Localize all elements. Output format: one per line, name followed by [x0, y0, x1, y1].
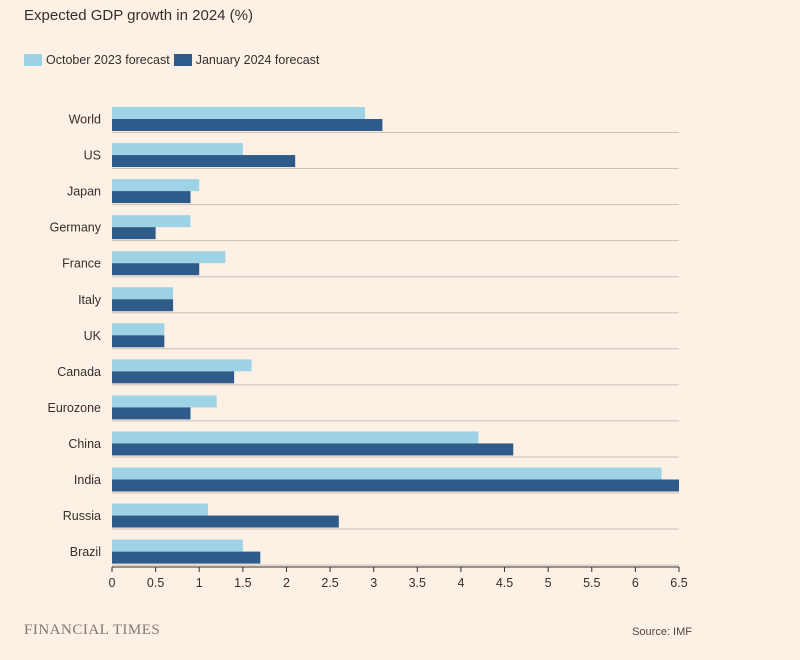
- bar-january-us: [112, 155, 296, 168]
- category-label: Eurozone: [47, 401, 101, 415]
- x-tick-label: 6.5: [670, 576, 687, 590]
- x-tick-label: 1.5: [234, 576, 251, 590]
- x-tick-label: 3.5: [409, 576, 426, 590]
- bar-january-canada: [112, 371, 235, 384]
- bar-october-france: [112, 251, 226, 264]
- bar-october-china: [112, 431, 479, 444]
- bar-chart: World US Japan Germany France Italy UK Canada Eu…: [47, 107, 688, 590]
- x-tick-label: 0: [109, 576, 116, 590]
- bar-january-uk: [112, 335, 165, 348]
- bar-january-japan: [112, 191, 191, 204]
- legend-swatch-january: [173, 54, 192, 66]
- category-label: China: [68, 437, 101, 451]
- category-label: UK: [84, 329, 102, 343]
- legend-label-january: January 2024 forecast: [195, 53, 320, 67]
- category-label: Japan: [67, 185, 101, 199]
- x-tick-label: 3: [370, 576, 377, 590]
- legend-item-october: October 2023 forecast: [24, 53, 170, 67]
- legend-item-january: January 2024 forecast: [173, 53, 320, 67]
- x-tick-label: 4: [457, 576, 464, 590]
- bar-october-world: [112, 107, 365, 119]
- x-tick-label: 4.5: [496, 576, 513, 590]
- bar-january-eurozone: [112, 407, 191, 420]
- category-label: World: [69, 113, 101, 127]
- x-tick-label: 2: [283, 576, 290, 590]
- bar-october-italy: [112, 287, 174, 300]
- category-label: France: [62, 257, 101, 271]
- category-label: Brazil: [70, 545, 101, 559]
- category-label: US: [84, 149, 101, 163]
- category-label: Germany: [50, 221, 102, 235]
- x-tick-label: 5: [545, 576, 552, 590]
- bar-october-eurozone: [112, 395, 217, 408]
- chart-legend: October 2023 forecast January 2024 forec…: [24, 53, 323, 67]
- bar-october-us: [112, 143, 243, 156]
- x-tick-label: 1: [196, 576, 203, 590]
- bar-october-russia: [112, 503, 208, 516]
- category-label: India: [74, 473, 101, 487]
- bar-january-germany: [112, 227, 156, 240]
- x-tick-label: 0.5: [147, 576, 164, 590]
- legend-swatch-october: [24, 54, 42, 66]
- x-tick-label: 6: [632, 576, 639, 590]
- bar-october-germany: [112, 215, 191, 228]
- bar-october-india: [112, 467, 662, 480]
- bar-october-uk: [112, 323, 165, 336]
- bar-october-canada: [112, 359, 252, 372]
- bar-january-italy: [112, 299, 174, 312]
- category-label: Canada: [57, 365, 101, 379]
- legend-label-october: October 2023 forecast: [46, 53, 170, 67]
- ft-logo: FINANCIAL TIMES: [24, 622, 161, 638]
- chart-title: Expected GDP growth in 2024 (%): [24, 7, 254, 24]
- bar-october-japan: [112, 179, 200, 192]
- bar-january-brazil: [112, 551, 261, 564]
- x-tick-label: 2.5: [321, 576, 338, 590]
- bar-january-china: [112, 443, 514, 456]
- bar-january-russia: [112, 515, 339, 528]
- x-tick-label: 5.5: [583, 576, 600, 590]
- bar-january-india: [112, 479, 679, 492]
- category-label: Italy: [78, 293, 102, 307]
- bar-january-france: [112, 263, 200, 276]
- bar-january-world: [112, 119, 383, 131]
- category-label: Russia: [63, 509, 101, 523]
- bar-october-brazil: [112, 539, 243, 552]
- source-note: Source: IMF: [632, 626, 692, 638]
